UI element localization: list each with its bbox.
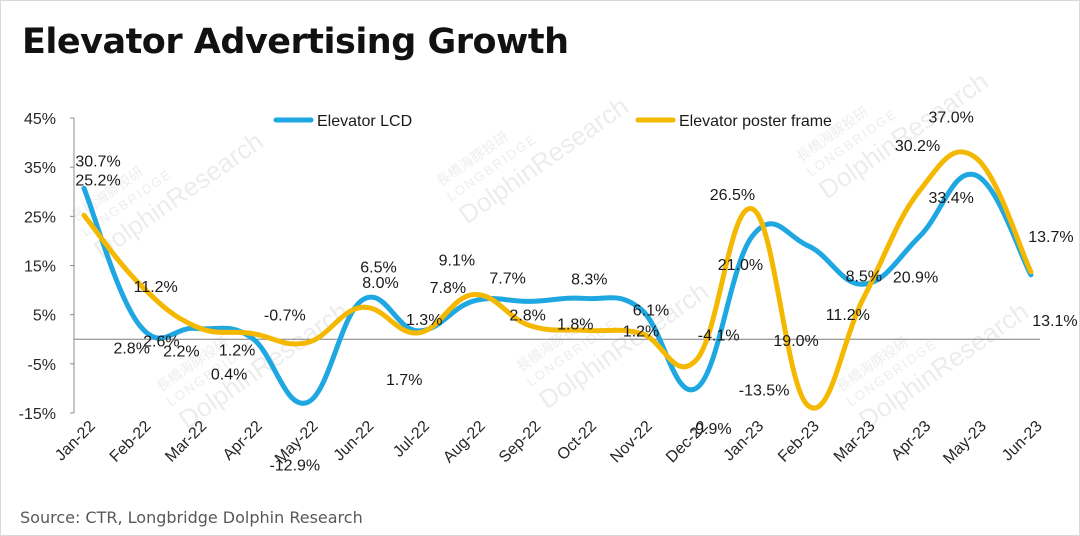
chart-legend: Elevator LCD Elevator poster frame [273,113,832,130]
data-label-elevator-lcd: 7.7% [489,270,525,287]
data-label-elevator-lcd: 30.7% [75,153,120,170]
x-tick-label: Feb-23 [775,418,823,466]
legend-label-elevator-poster-frame: Elevator poster frame [679,113,832,130]
x-tick-label: Aug-22 [440,418,489,467]
data-label-elevator-lcd: 33.4% [929,190,974,207]
data-label-elevator-lcd: 11.2% [826,307,870,324]
data-label-elevator-poster-frame: 11.2% [134,279,178,296]
data-label-elevator-lcd: 0.4% [211,366,247,383]
y-tick-label: 45% [24,111,56,128]
data-label-elevator-lcd: 21.0% [718,257,763,274]
data-label-elevator-poster-frame: 8.5% [846,268,882,285]
data-label-elevator-poster-frame: 1.2% [623,323,659,340]
data-label-elevator-lcd: 2.8% [113,340,149,357]
data-label-elevator-poster-frame: 37.0% [929,109,974,126]
x-tick-label: Nov-22 [607,418,656,467]
data-label-elevator-poster-frame: -13.5% [739,383,790,400]
data-label-elevator-poster-frame: 1.3% [406,312,442,329]
legend-label-elevator-lcd: Elevator LCD [317,113,412,130]
x-tick-label: Feb-22 [107,418,155,466]
x-tick-label: Jun-23 [999,418,1046,465]
data-label-elevator-poster-frame: 2.6% [143,333,179,350]
data-label-elevator-lcd: 8.0% [362,275,398,292]
y-tick-label: -15% [19,406,56,423]
data-label-elevator-poster-frame: 30.2% [895,138,940,155]
data-label-elevator-lcd: 13.1% [1032,313,1077,330]
y-tick-label: 15% [24,259,56,276]
data-label-elevator-lcd: 8.3% [571,271,607,288]
series-line-elevator-poster-frame [81,149,1034,411]
x-tick-label: Jan-22 [52,418,99,465]
x-tick-label: Jun-22 [331,418,378,465]
source-note: Source: CTR, Longbridge Dolphin Research [20,508,363,527]
data-label-elevator-poster-frame: 25.2% [75,172,120,189]
data-label-elevator-poster-frame: 13.7% [1028,229,1073,246]
data-label-elevator-lcd: 2.2% [163,343,199,360]
data-label-elevator-lcd: 20.9% [893,269,938,286]
data-label-elevator-poster-frame: 26.5% [710,187,755,204]
data-label-elevator-poster-frame: 6.5% [360,259,396,276]
x-tick-label: Sep-22 [496,418,545,467]
data-label-elevator-poster-frame: 2.8% [509,307,545,324]
data-label-elevator-poster-frame: -0.7% [264,308,306,325]
data-label-elevator-poster-frame: 1.2% [219,342,255,359]
x-tick-label: Jul-22 [390,418,433,461]
x-tick-label: Apr-23 [888,418,934,464]
y-tick-label: 35% [24,160,56,177]
data-label-elevator-lcd: 19.0% [773,333,818,350]
x-tick-label: May-23 [940,418,990,468]
data-label-elevator-lcd: 6.1% [633,302,669,319]
data-label-elevator-poster-frame: 1.8% [557,316,593,333]
y-tick-label: -5% [28,357,56,374]
x-tick-label: Mar-23 [831,418,879,466]
data-labels: 30.7% 2.8% 2.2% 0.4% -12.9% 8.0% 1.7% 7.8% 7.7% 8… [75,109,1077,474]
series-lines [81,149,1034,411]
data-label-elevator-lcd: 7.8% [430,280,466,297]
chart-title: Elevator Advertising Growth [22,22,569,62]
data-label-elevator-lcd: -12.9% [269,458,320,475]
data-label-elevator-lcd: 1.7% [386,372,422,389]
y-tick-label: 5% [33,308,56,325]
x-tick-label: Apr-22 [220,418,266,464]
data-label-elevator-poster-frame: 9.1% [439,253,475,270]
data-label-elevator-poster-frame: -4.1% [698,327,740,344]
x-tick-label: Oct-22 [554,418,600,464]
y-tick-label: 25% [24,209,56,226]
data-label-elevator-lcd: -9.9% [690,421,732,438]
